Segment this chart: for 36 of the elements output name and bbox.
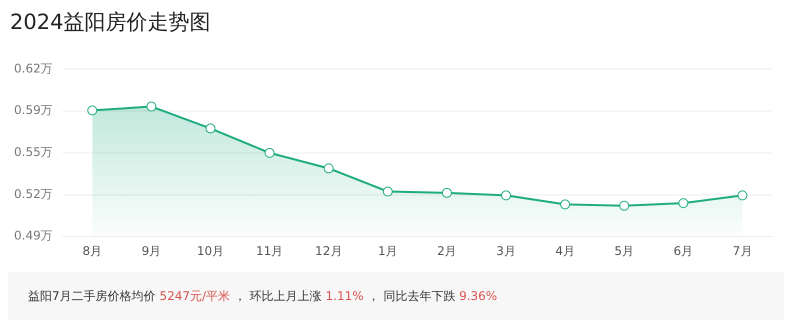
y-tick-label: 0.59万	[14, 103, 53, 118]
text: 益阳7月二手房价格均价	[28, 289, 157, 303]
point	[87, 105, 98, 116]
y-tick-label: 0.62万	[14, 61, 53, 76]
point	[205, 123, 216, 134]
point	[737, 190, 748, 200]
x-tick-label: 6月	[674, 244, 694, 258]
point	[264, 148, 275, 158]
text: 5247元/平米	[159, 289, 230, 303]
y-tick-label: 0.55万	[14, 145, 53, 160]
x-tick-label: 7月	[732, 244, 752, 258]
x-tick-label: 3月	[496, 244, 516, 258]
point	[619, 200, 630, 211]
x-tick-label: 4月	[555, 244, 575, 258]
y-tick-label: 0.52万	[14, 186, 53, 201]
x-tick-label: 9月	[142, 244, 162, 258]
point	[678, 198, 688, 208]
chart-title: 2024益阳房价走势图	[10, 9, 210, 36]
x-tick-label: 1月	[378, 244, 398, 258]
point	[501, 190, 512, 200]
text: 1.11%	[326, 289, 364, 303]
x-tick-label: 11月	[256, 244, 284, 258]
x-tick-label: 5月	[614, 244, 634, 258]
point	[560, 199, 570, 210]
text: 9.36%	[459, 289, 498, 303]
text: ， 环比上月上涨	[232, 289, 323, 303]
point	[324, 163, 334, 174]
text: ， 同比去年下跌	[366, 289, 456, 303]
x-tick-label: 10月	[196, 244, 224, 258]
point	[442, 188, 452, 198]
y-tick-label: 0.49万	[14, 228, 53, 243]
point	[382, 186, 393, 197]
x-tick-label: 2月	[437, 244, 457, 258]
point	[146, 102, 156, 112]
x-tick-label: 8月	[82, 244, 102, 258]
x-tick-label: 12月	[315, 244, 342, 258]
